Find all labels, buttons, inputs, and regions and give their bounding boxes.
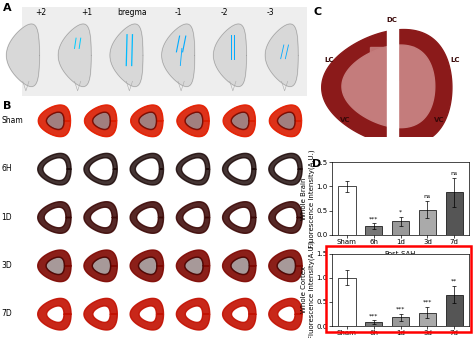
X-axis label: Post-SAH: Post-SAH bbox=[385, 251, 416, 257]
Polygon shape bbox=[84, 298, 117, 330]
Polygon shape bbox=[231, 112, 249, 129]
Polygon shape bbox=[58, 24, 91, 87]
Text: LC: LC bbox=[325, 57, 334, 63]
Polygon shape bbox=[277, 257, 295, 274]
Y-axis label: Whole Brain
Fluorescence Intensity(A.U.): Whole Brain Fluorescence Intensity(A.U.) bbox=[301, 149, 315, 248]
Bar bbox=[338, 278, 356, 326]
Polygon shape bbox=[38, 105, 71, 137]
Text: Sham: Sham bbox=[1, 116, 23, 125]
Polygon shape bbox=[38, 202, 71, 233]
Polygon shape bbox=[38, 250, 71, 282]
Polygon shape bbox=[269, 298, 302, 330]
Polygon shape bbox=[387, 23, 398, 141]
Polygon shape bbox=[185, 257, 203, 274]
Polygon shape bbox=[84, 153, 117, 185]
Polygon shape bbox=[322, 29, 452, 145]
Polygon shape bbox=[138, 257, 157, 274]
Text: -1: -1 bbox=[174, 8, 182, 18]
Bar bbox=[338, 187, 356, 235]
Polygon shape bbox=[269, 153, 302, 185]
Polygon shape bbox=[46, 257, 64, 274]
Polygon shape bbox=[223, 250, 256, 282]
Polygon shape bbox=[84, 105, 117, 137]
Polygon shape bbox=[223, 153, 256, 185]
Text: DC: DC bbox=[387, 17, 398, 23]
Polygon shape bbox=[176, 250, 210, 282]
Text: *: * bbox=[399, 210, 402, 215]
Text: ns: ns bbox=[451, 171, 458, 176]
Text: ***: *** bbox=[396, 307, 405, 312]
Polygon shape bbox=[84, 202, 117, 233]
Bar bbox=[365, 322, 383, 326]
Text: C: C bbox=[314, 7, 322, 17]
Text: 6H: 6H bbox=[1, 164, 12, 173]
Text: A: A bbox=[3, 3, 12, 14]
Polygon shape bbox=[400, 47, 414, 80]
Polygon shape bbox=[130, 153, 164, 185]
Polygon shape bbox=[223, 105, 255, 137]
Polygon shape bbox=[130, 298, 164, 330]
Text: bregma: bregma bbox=[118, 8, 147, 18]
Polygon shape bbox=[223, 298, 256, 330]
Bar bbox=[392, 221, 409, 235]
Polygon shape bbox=[176, 202, 210, 233]
Text: VC: VC bbox=[340, 117, 350, 123]
Polygon shape bbox=[162, 24, 195, 87]
Polygon shape bbox=[213, 24, 246, 87]
Polygon shape bbox=[265, 24, 298, 87]
Polygon shape bbox=[176, 153, 210, 185]
Polygon shape bbox=[139, 112, 156, 129]
Bar bbox=[304, 147, 474, 164]
Polygon shape bbox=[231, 257, 249, 274]
Text: -2: -2 bbox=[220, 8, 228, 18]
Polygon shape bbox=[130, 250, 164, 282]
Polygon shape bbox=[370, 47, 385, 80]
Text: +1: +1 bbox=[81, 8, 92, 18]
Text: B: B bbox=[3, 101, 11, 112]
Text: ***: *** bbox=[369, 313, 378, 318]
Polygon shape bbox=[92, 112, 110, 129]
Text: 7D: 7D bbox=[1, 309, 12, 318]
Polygon shape bbox=[131, 105, 163, 137]
Bar bbox=[336, 137, 449, 157]
Text: +2: +2 bbox=[35, 8, 46, 18]
Polygon shape bbox=[38, 298, 71, 330]
Text: 1D: 1D bbox=[1, 213, 12, 222]
Text: LC: LC bbox=[450, 57, 460, 63]
Text: VC: VC bbox=[434, 117, 445, 123]
Bar bbox=[446, 295, 463, 326]
Text: D: D bbox=[312, 159, 321, 169]
Text: -3: -3 bbox=[266, 8, 274, 18]
Polygon shape bbox=[277, 112, 295, 129]
Text: 3D: 3D bbox=[1, 261, 12, 270]
Text: ***: *** bbox=[423, 300, 432, 305]
Polygon shape bbox=[269, 105, 301, 137]
Bar bbox=[392, 317, 409, 326]
Polygon shape bbox=[177, 105, 209, 137]
Polygon shape bbox=[130, 202, 164, 233]
Y-axis label: Whole Cortex
Fluorescence Intensity(A.U.): Whole Cortex Fluorescence Intensity(A.U.… bbox=[301, 241, 315, 338]
Text: **: ** bbox=[451, 279, 457, 284]
Bar bbox=[419, 210, 436, 235]
Polygon shape bbox=[185, 112, 203, 129]
Polygon shape bbox=[7, 24, 39, 87]
Polygon shape bbox=[84, 250, 117, 282]
Polygon shape bbox=[92, 257, 110, 274]
Polygon shape bbox=[46, 112, 64, 129]
Polygon shape bbox=[269, 250, 302, 282]
Bar bbox=[365, 226, 383, 235]
Bar bbox=[419, 313, 436, 326]
Bar bbox=[446, 192, 463, 235]
Text: ***: *** bbox=[369, 216, 378, 221]
Polygon shape bbox=[176, 298, 210, 330]
Polygon shape bbox=[269, 202, 302, 233]
Polygon shape bbox=[342, 45, 435, 128]
Text: ns: ns bbox=[424, 194, 431, 199]
Polygon shape bbox=[38, 153, 71, 185]
Bar bbox=[22, 7, 307, 96]
Polygon shape bbox=[223, 202, 256, 233]
Polygon shape bbox=[110, 24, 143, 87]
